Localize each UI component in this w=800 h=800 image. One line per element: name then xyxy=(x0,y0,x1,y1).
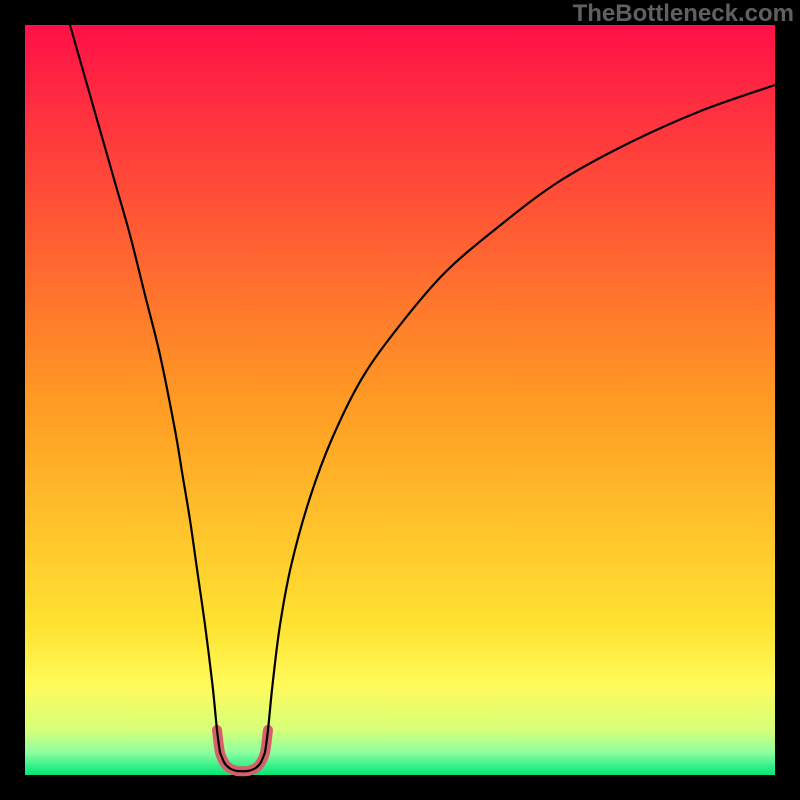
curve-layer xyxy=(25,25,775,775)
left-curve xyxy=(70,25,220,753)
plot-area xyxy=(25,25,775,775)
chart-frame: TheBottleneck.com xyxy=(0,0,800,800)
watermark-text: TheBottleneck.com xyxy=(573,0,794,28)
right-curve xyxy=(265,85,775,753)
